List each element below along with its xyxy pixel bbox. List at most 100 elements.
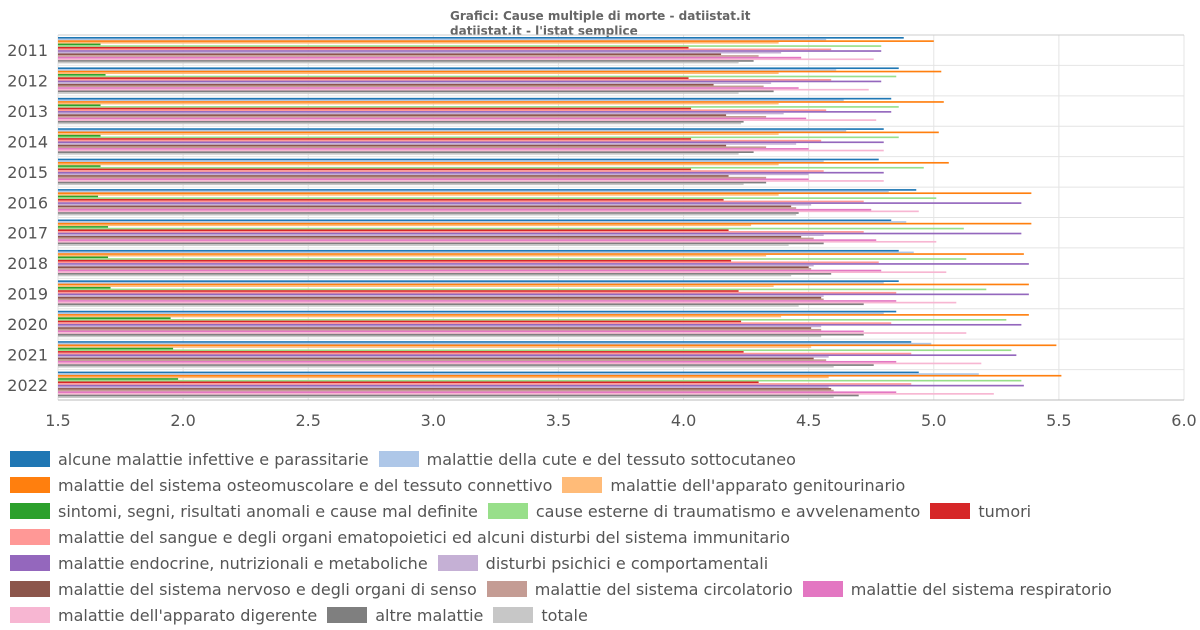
bar [58, 74, 106, 76]
bar [58, 296, 822, 299]
bar [58, 178, 809, 181]
legend-label: tumori [978, 501, 1032, 521]
bar [58, 354, 1017, 357]
bar [58, 205, 792, 208]
bar [58, 301, 957, 304]
bar [58, 322, 892, 324]
legend-label: malattie del sistema osteomuscolare e de… [58, 475, 553, 495]
bar [58, 131, 939, 134]
bar [58, 374, 1062, 377]
bar [58, 202, 1022, 204]
bar [58, 244, 789, 246]
legend-item[interactable]: malattie dell'apparato digerente [10, 606, 317, 625]
bar [58, 388, 832, 390]
bar [58, 271, 947, 274]
legend-item[interactable]: totale [493, 606, 588, 625]
y-tick-label: 2021 [7, 345, 48, 364]
bar [58, 341, 912, 343]
bar [58, 180, 884, 182]
bar [58, 146, 767, 149]
bar [58, 213, 797, 216]
bar [58, 319, 1007, 321]
bar [58, 323, 1022, 326]
bar [58, 226, 109, 228]
bar [58, 236, 802, 238]
legend-swatch [10, 477, 50, 493]
legend-label: alcune malattie infettive e parassitarie [58, 449, 369, 469]
legend-item[interactable]: malattie del sistema circolatorio [486, 580, 793, 599]
bar [58, 300, 897, 302]
bar [58, 237, 814, 240]
bar [58, 234, 824, 236]
bar [58, 138, 692, 140]
bar [58, 139, 822, 142]
legend-swatch [437, 555, 478, 571]
legend-swatch [10, 581, 50, 597]
bar [58, 330, 864, 333]
legend-label: malattie endocrine, nutrizionali e metab… [58, 553, 428, 573]
legend-label: cause esterne di traumatismo e avvelenam… [535, 501, 921, 521]
legend-swatch [10, 529, 50, 545]
legend-item[interactable]: sintomi, segni, risultati anomali e caus… [10, 502, 478, 521]
bar [58, 258, 967, 260]
legend-item[interactable]: malattie della cute e del tessuto sottoc… [378, 449, 796, 469]
legend-item[interactable]: alcune malattie infettive e parassitarie [10, 450, 369, 469]
legend-item[interactable]: altre malattie [327, 606, 483, 625]
bar [58, 45, 882, 47]
bar [58, 242, 824, 245]
legend-swatch [562, 477, 603, 493]
bar [58, 212, 799, 214]
bar [58, 144, 727, 147]
bar [58, 232, 1022, 235]
bar [58, 298, 824, 301]
legend-item[interactable]: malattie del sangue e degli organi emato… [10, 528, 790, 547]
bar [58, 227, 964, 230]
bar [58, 352, 912, 355]
bar [58, 333, 864, 336]
bar [58, 315, 782, 318]
y-tick-label: 2022 [7, 376, 48, 395]
legend-item[interactable]: malattie del sistema nervoso e degli org… [10, 580, 477, 599]
bar [58, 92, 739, 94]
bar [58, 40, 934, 42]
legend-label: malattie della cute e del tessuto sottoc… [426, 449, 796, 469]
bar [58, 38, 827, 41]
legend-item[interactable]: malattie del sistema osteomuscolare e de… [10, 476, 552, 495]
legend-item[interactable]: malattie dell'apparato genitourinario [562, 476, 905, 495]
legend-swatch [327, 607, 368, 623]
bar [58, 357, 814, 360]
bar [58, 251, 914, 254]
bar [58, 181, 767, 184]
bar [58, 119, 877, 121]
bar [58, 77, 689, 79]
bar [58, 90, 774, 93]
x-tick-label: 5.0 [921, 411, 946, 430]
bar [58, 376, 829, 379]
bar [58, 171, 884, 174]
bar [58, 286, 111, 289]
legend-item[interactable]: cause esterne di traumatismo e avvelenam… [487, 501, 921, 521]
legend-item[interactable]: malattie endocrine, nutrizionali e metab… [10, 554, 428, 573]
bar [58, 222, 1032, 225]
bar [58, 43, 101, 46]
bar [58, 335, 822, 338]
legend-swatch [10, 451, 50, 467]
legend-swatch [486, 581, 527, 597]
bar [58, 210, 919, 213]
legend-item[interactable]: disturbi psichici e comportamentali [437, 554, 768, 573]
bar [58, 141, 884, 144]
legend-item[interactable]: tumori [930, 502, 1031, 521]
bar [58, 263, 1029, 265]
bar [58, 58, 874, 61]
bar [58, 312, 884, 315]
bar [58, 163, 779, 166]
y-tick-label: 2013 [7, 102, 48, 121]
bar [58, 379, 1022, 382]
bar [58, 231, 864, 233]
bar [58, 80, 882, 83]
bar [58, 384, 1024, 387]
bar [58, 122, 742, 125]
bar [58, 373, 979, 375]
bar [58, 281, 884, 284]
legend-item[interactable]: malattie del sistema respiratorio [802, 580, 1112, 599]
